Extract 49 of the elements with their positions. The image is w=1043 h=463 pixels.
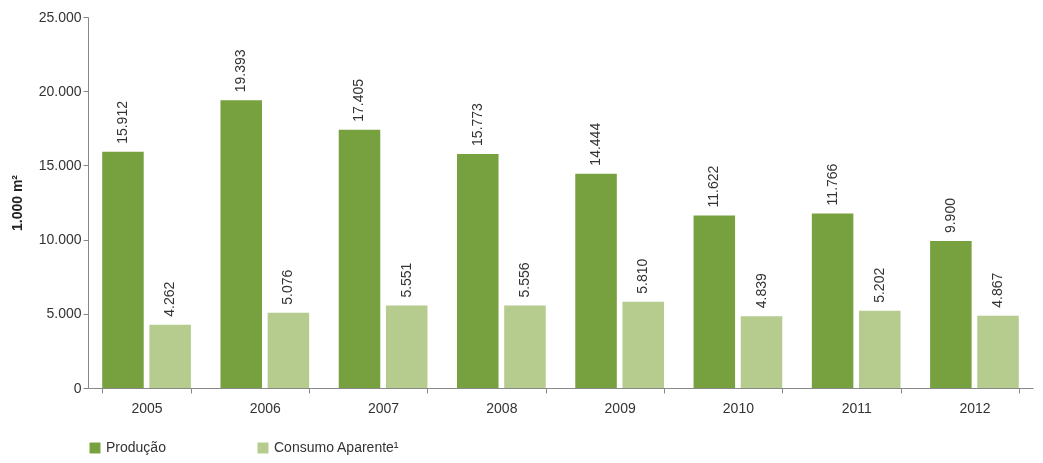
data-label: 4.262 [161, 281, 178, 317]
bar [220, 100, 262, 388]
y-tick-label: 25.000 [38, 8, 82, 25]
bar [575, 173, 617, 388]
data-label: 5.551 [397, 262, 414, 298]
data-label: 11.766 [823, 163, 840, 206]
data-label: 15.912 [113, 100, 130, 144]
y-tick-label: 15.000 [38, 156, 82, 173]
bar [740, 316, 783, 388]
data-label: 11.622 [705, 165, 722, 208]
data-label: 15.773 [468, 102, 485, 146]
bar [693, 215, 736, 388]
x-tick-label: 2005 [131, 399, 163, 416]
bar [457, 153, 499, 388]
data-label: 9.900 [941, 197, 958, 234]
x-tick-label: 2010 [722, 399, 755, 416]
x-tick-label: 2011 [841, 399, 872, 416]
bar [149, 324, 191, 388]
data-label: 4.839 [752, 272, 769, 309]
bar [102, 151, 144, 388]
x-tick-label: 2008 [486, 399, 518, 416]
data-label: 14.444 [587, 122, 604, 166]
bar [930, 241, 972, 388]
bar [267, 312, 310, 388]
x-tick-label: 2012 [959, 399, 991, 416]
x-tick-label: 2009 [604, 399, 636, 416]
y-tick-label: 20.000 [38, 82, 82, 99]
bar [622, 301, 664, 388]
legend-label: Produção [106, 439, 167, 455]
data-label: 5.810 [634, 258, 651, 294]
y-tick-label: 5.000 [46, 305, 82, 322]
x-tick-label: 2006 [249, 399, 282, 416]
bar [338, 129, 381, 388]
x-tick-label: 2007 [368, 399, 400, 416]
y-axis-title: 1.000 m² [8, 174, 25, 232]
legend-label: Consumo Aparente¹ [274, 439, 399, 455]
y-tick-label: 10.000 [38, 231, 82, 248]
bar [977, 315, 1019, 388]
y-tick-label: 0 [73, 379, 82, 396]
data-label: 17.405 [350, 78, 367, 122]
bar [385, 305, 428, 388]
data-label: 4.867 [989, 272, 1006, 308]
data-label: 5.202 [870, 267, 887, 303]
data-label: 19.393 [232, 49, 249, 93]
bar [859, 310, 901, 388]
bar [504, 305, 546, 388]
data-label: 5.556 [515, 262, 532, 298]
bar [811, 213, 854, 388]
data-label: 5.076 [279, 269, 296, 305]
